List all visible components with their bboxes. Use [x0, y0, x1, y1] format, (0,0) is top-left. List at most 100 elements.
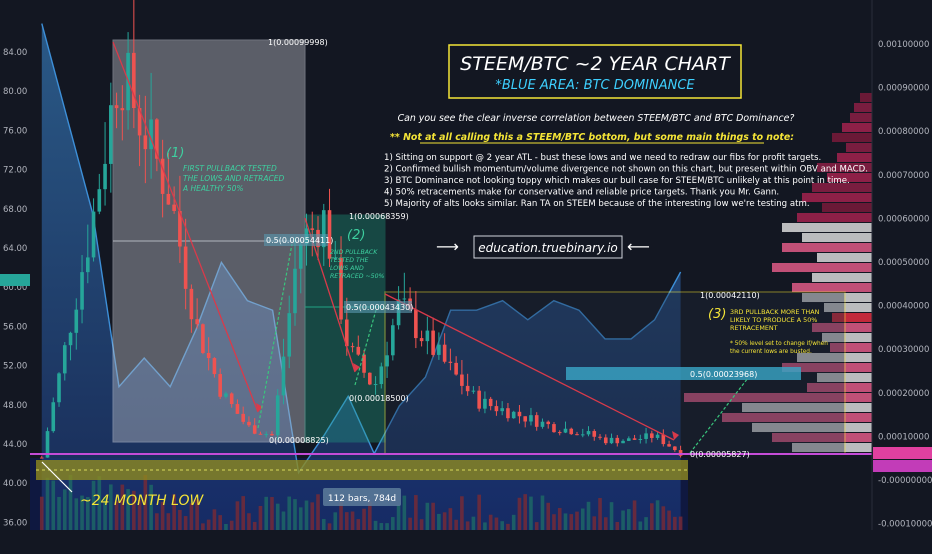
candle-body	[103, 163, 107, 190]
volume-profile-bar	[742, 403, 872, 412]
fib-1-mid-label-bg	[264, 234, 328, 246]
volume-bar	[356, 519, 361, 530]
volume-bar	[511, 514, 516, 530]
volume-bar	[362, 508, 366, 530]
volume-bar	[97, 476, 102, 530]
candle-body	[298, 244, 303, 269]
warning-text: ** Not at all calling this a STEEM/BTC b…	[390, 132, 794, 143]
volume-bar	[379, 523, 384, 530]
left-current-badge	[0, 274, 30, 286]
candle-body	[183, 246, 188, 289]
candle-body	[120, 108, 125, 111]
volume-bar	[149, 484, 153, 530]
candle-body	[517, 411, 522, 417]
candle-body	[189, 288, 194, 320]
candle-body	[477, 390, 481, 409]
left-axis-tick: 52.00	[3, 362, 27, 372]
volume-bar	[91, 480, 96, 530]
left-axis-tick: 64.00	[3, 244, 27, 254]
volume-bar	[339, 501, 343, 530]
dominance-area	[41, 23, 681, 530]
note-line: 4) 50% retracements make for conservativ…	[384, 188, 779, 198]
candle-body	[540, 421, 545, 427]
candle-body	[402, 298, 407, 300]
left-axis-tick: 76.00	[3, 126, 27, 136]
candle-body	[603, 437, 608, 444]
candle-body	[448, 361, 453, 363]
candle-body	[74, 309, 79, 333]
volume-bar	[609, 502, 614, 530]
fib-3-top-label: 1(0.00042110)	[700, 291, 760, 300]
x-axis-band	[0, 530, 932, 550]
right-axis-tick: -0.00000000	[878, 476, 932, 486]
volume-profile-bar	[802, 293, 872, 302]
note-line: 3) BTC Dominance not looking toppy which…	[384, 176, 850, 186]
candle-body	[339, 258, 343, 320]
volume-bar	[126, 489, 130, 530]
volume-bar	[626, 509, 631, 530]
candle-body	[80, 272, 84, 310]
volume-bar	[488, 514, 493, 530]
left-axis-tick: 80.00	[3, 87, 27, 97]
volume-bar	[396, 505, 401, 530]
candle-body	[166, 193, 171, 205]
volume-bar	[621, 510, 625, 530]
candle-body	[143, 135, 148, 150]
volume-bar	[667, 510, 671, 530]
candle-body	[321, 210, 326, 248]
candle-body	[195, 319, 199, 325]
volume-bar	[143, 474, 148, 530]
volume-profile-bar	[797, 213, 872, 222]
volume-bar	[189, 503, 194, 530]
volume-bar	[419, 519, 424, 530]
candle-body	[293, 268, 297, 314]
volume-bar	[132, 490, 136, 530]
candle-body	[344, 319, 349, 347]
volume-bar	[120, 484, 125, 530]
volume-bar	[247, 513, 251, 530]
candle-body	[678, 450, 683, 456]
candle-body	[569, 428, 574, 435]
candle-body	[350, 346, 355, 348]
candle-body	[109, 105, 113, 164]
volume-profile-bar	[850, 113, 872, 122]
volume-bar	[385, 523, 389, 530]
candle-body	[494, 406, 499, 412]
annotation-3-note: the current lows are busted.	[730, 349, 812, 355]
volume-bar	[650, 503, 654, 530]
candle-body	[391, 325, 395, 356]
volume-bar	[114, 501, 119, 530]
volume-profile-bar	[792, 283, 872, 292]
candle-body	[356, 346, 361, 355]
volume-bar	[241, 496, 245, 530]
volume-profile-bar	[812, 323, 872, 332]
candle-body	[327, 210, 332, 259]
left-axis-tick: 44.00	[3, 440, 27, 450]
candle-body	[454, 362, 458, 375]
volume-bar	[391, 517, 395, 530]
volume-profile-bar	[830, 343, 872, 352]
fib-2-bot-label: 0(0.00018500)	[349, 394, 409, 403]
volume-bar	[414, 495, 418, 530]
volume-profile-bar	[842, 123, 872, 132]
annotation-2-line: TESTED THE	[330, 257, 368, 264]
volume-bar	[206, 519, 211, 530]
right-axis-tick: -0.00010000	[878, 520, 932, 530]
brand-arrow-right: ⟵	[627, 237, 650, 256]
volume-bar	[644, 517, 648, 530]
candle-body	[506, 408, 510, 419]
volume-profile-bar	[827, 173, 872, 182]
left-axis-tick: 60.00	[3, 283, 27, 293]
candle-body	[638, 438, 643, 440]
volume-bar	[592, 516, 597, 530]
volume-profile-bar	[837, 153, 872, 162]
volume-bar	[201, 523, 205, 530]
volume-bar	[373, 520, 378, 530]
volume-bar	[534, 522, 539, 530]
trend-arrow-3	[384, 293, 675, 441]
right-axis-tick: 0.00080000	[878, 127, 929, 137]
candle-body	[247, 421, 251, 426]
fib-3-bot-label: 0(0.00005827)	[690, 450, 750, 459]
